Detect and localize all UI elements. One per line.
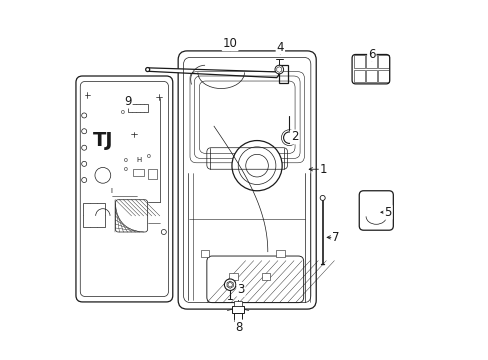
Text: 5: 5 xyxy=(384,206,391,219)
Bar xyxy=(377,55,388,68)
Bar xyxy=(133,169,144,176)
Text: 0: 0 xyxy=(123,167,127,172)
Bar xyxy=(353,70,365,82)
Circle shape xyxy=(81,129,86,134)
Bar xyxy=(83,203,104,226)
FancyBboxPatch shape xyxy=(76,76,172,302)
Text: 0: 0 xyxy=(123,158,127,163)
Polygon shape xyxy=(147,68,278,78)
Circle shape xyxy=(81,113,86,118)
Bar xyxy=(201,250,209,257)
Text: 1: 1 xyxy=(319,163,326,176)
Text: I: I xyxy=(111,188,113,194)
FancyBboxPatch shape xyxy=(115,200,147,232)
FancyBboxPatch shape xyxy=(359,191,392,230)
Bar xyxy=(233,301,242,306)
Text: 8: 8 xyxy=(235,320,243,333)
Polygon shape xyxy=(226,281,233,288)
Bar xyxy=(261,273,270,280)
Bar xyxy=(231,306,244,314)
Text: 2: 2 xyxy=(290,130,298,144)
FancyBboxPatch shape xyxy=(178,51,316,309)
Text: 3: 3 xyxy=(237,283,244,296)
Text: 10: 10 xyxy=(222,37,237,50)
Bar xyxy=(353,55,365,68)
Circle shape xyxy=(320,195,325,201)
Circle shape xyxy=(95,167,110,183)
Text: 9: 9 xyxy=(124,95,131,108)
Bar xyxy=(128,104,147,112)
Circle shape xyxy=(161,229,166,234)
Circle shape xyxy=(231,140,282,191)
Text: 0: 0 xyxy=(146,154,150,159)
Circle shape xyxy=(274,65,283,74)
Bar xyxy=(147,169,156,179)
Bar xyxy=(278,65,287,83)
Circle shape xyxy=(145,68,149,72)
Text: 4: 4 xyxy=(276,41,284,54)
Circle shape xyxy=(81,145,86,150)
Bar xyxy=(276,250,284,257)
Text: 6: 6 xyxy=(367,48,375,61)
FancyBboxPatch shape xyxy=(351,54,389,84)
Text: TJ: TJ xyxy=(92,131,113,150)
Bar xyxy=(365,70,376,82)
Text: 0: 0 xyxy=(121,111,124,116)
Text: 7: 7 xyxy=(331,231,339,244)
Bar xyxy=(229,273,238,280)
Circle shape xyxy=(224,279,235,291)
Circle shape xyxy=(81,177,86,183)
Circle shape xyxy=(283,132,294,143)
Bar xyxy=(377,70,388,82)
Text: H: H xyxy=(136,157,141,163)
Bar xyxy=(365,55,376,68)
Circle shape xyxy=(81,161,86,166)
